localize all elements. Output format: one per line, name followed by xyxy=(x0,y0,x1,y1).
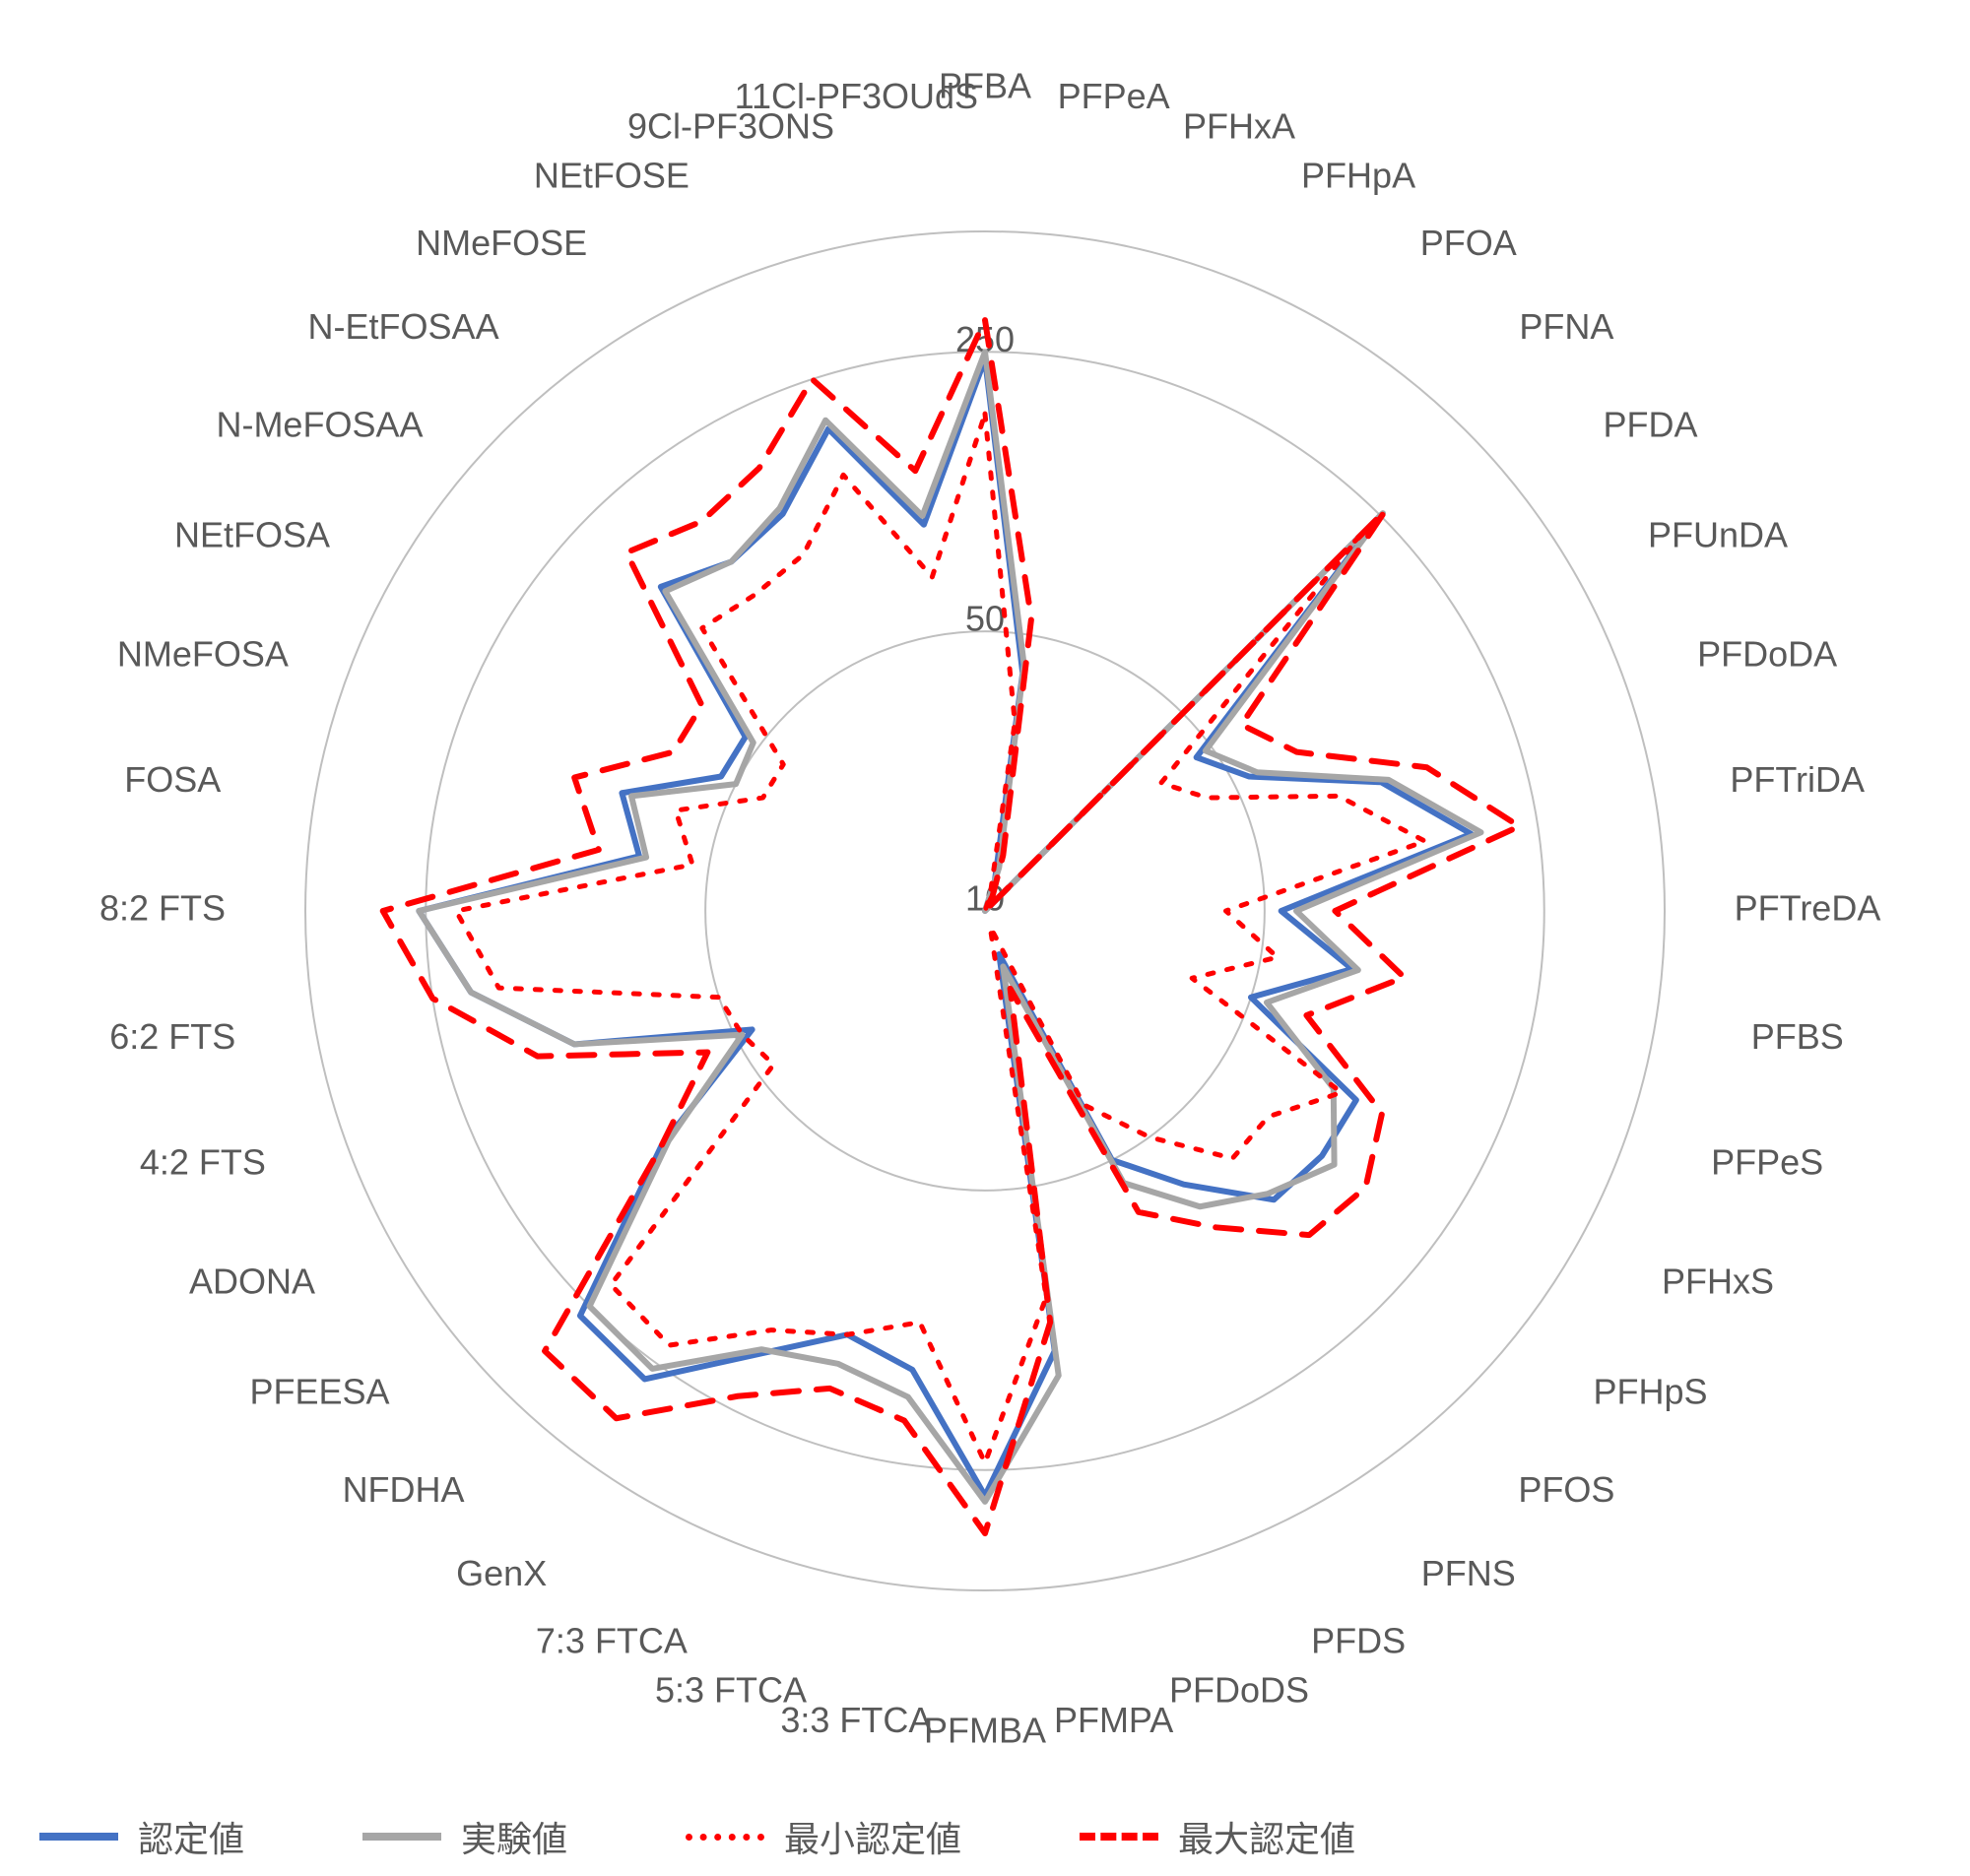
legend-swatch xyxy=(362,1833,441,1841)
axis-label: ADONA xyxy=(189,1261,315,1302)
axis-label: PFBS xyxy=(1751,1016,1844,1057)
legend-swatch xyxy=(39,1833,118,1841)
axis-label: PFDA xyxy=(1604,405,1698,445)
axis-label: 8:2 FTS xyxy=(99,888,226,929)
legend-swatch xyxy=(686,1834,764,1841)
axis-label: GenX xyxy=(456,1553,547,1593)
axis-label: 6:2 FTS xyxy=(109,1016,235,1057)
axis-label: 11Cl-PF3OUdS xyxy=(735,76,978,116)
axis-label: 7:3 FTCA xyxy=(536,1621,688,1661)
axis-label: PFOS xyxy=(1518,1469,1614,1510)
legend-label: 最大認定値 xyxy=(1178,1811,1355,1862)
axis-label: N-MeFOSAA xyxy=(216,405,423,445)
chart-legend: 認定値 実験値 最小認定値 最大認定値 xyxy=(39,1807,1931,1866)
axis-label: NMeFOSA xyxy=(117,633,289,674)
axis-label: PFEESA xyxy=(249,1371,389,1411)
axis-label: PFHxA xyxy=(1183,105,1295,146)
legend-item: 実験値 xyxy=(362,1811,567,1862)
legend-swatch xyxy=(1080,1833,1158,1841)
axis-label: PFDoDA xyxy=(1697,633,1837,674)
axis-label: NFDHA xyxy=(343,1469,465,1510)
axis-label: 5:3 FTCA xyxy=(655,1670,807,1711)
axis-label: PFDoDS xyxy=(1169,1670,1309,1711)
axis-label: PFMBA xyxy=(924,1711,1046,1751)
axis-label: PFTriDA xyxy=(1730,759,1865,800)
axis-label: PFOA xyxy=(1420,223,1517,263)
legend-item: 最大認定値 xyxy=(1080,1811,1355,1862)
axis-label: FOSA xyxy=(124,759,221,800)
axis-label: PFUnDA xyxy=(1648,514,1788,554)
axis-label: PFNS xyxy=(1421,1553,1516,1593)
axis-label: NEtFOSE xyxy=(534,156,690,196)
axis-label: PFHxS xyxy=(1662,1261,1774,1302)
legend-label: 認定値 xyxy=(138,1811,244,1862)
axis-label: PFHpA xyxy=(1301,156,1415,196)
radial-tick-label: 50 xyxy=(965,599,1005,639)
axis-label: N-EtFOSAA xyxy=(308,306,499,347)
series-line xyxy=(456,414,1425,1462)
axis-label: NMeFOSE xyxy=(416,223,587,263)
axis-label: PFPeS xyxy=(1711,1142,1823,1183)
series-line xyxy=(383,320,1520,1533)
legend-label: 実験値 xyxy=(461,1811,567,1862)
axis-label: NEtFOSA xyxy=(174,514,330,554)
axis-label: PFPeA xyxy=(1058,76,1170,116)
axis-label: PFDS xyxy=(1311,1621,1406,1661)
series-line xyxy=(419,352,1480,1502)
axis-label: 4:2 FTS xyxy=(140,1142,266,1183)
legend-item: 最小認定値 xyxy=(686,1811,961,1862)
radar-chart: 1050250PFBAPFPeAPFHxAPFHpAPFOAPFNAPFDAPF… xyxy=(0,0,1970,1876)
radar-chart-container: 1050250PFBAPFPeAPFHxAPFHpAPFOAPFNAPFDAPF… xyxy=(0,0,1970,1876)
axis-label: PFHpS xyxy=(1594,1371,1708,1411)
legend-label: 最小認定値 xyxy=(784,1811,961,1862)
axis-label: PFNA xyxy=(1519,306,1613,347)
axis-label: PFTreDA xyxy=(1735,888,1881,929)
legend-item: 認定値 xyxy=(39,1811,244,1862)
axis-label: PFMPA xyxy=(1054,1700,1173,1740)
